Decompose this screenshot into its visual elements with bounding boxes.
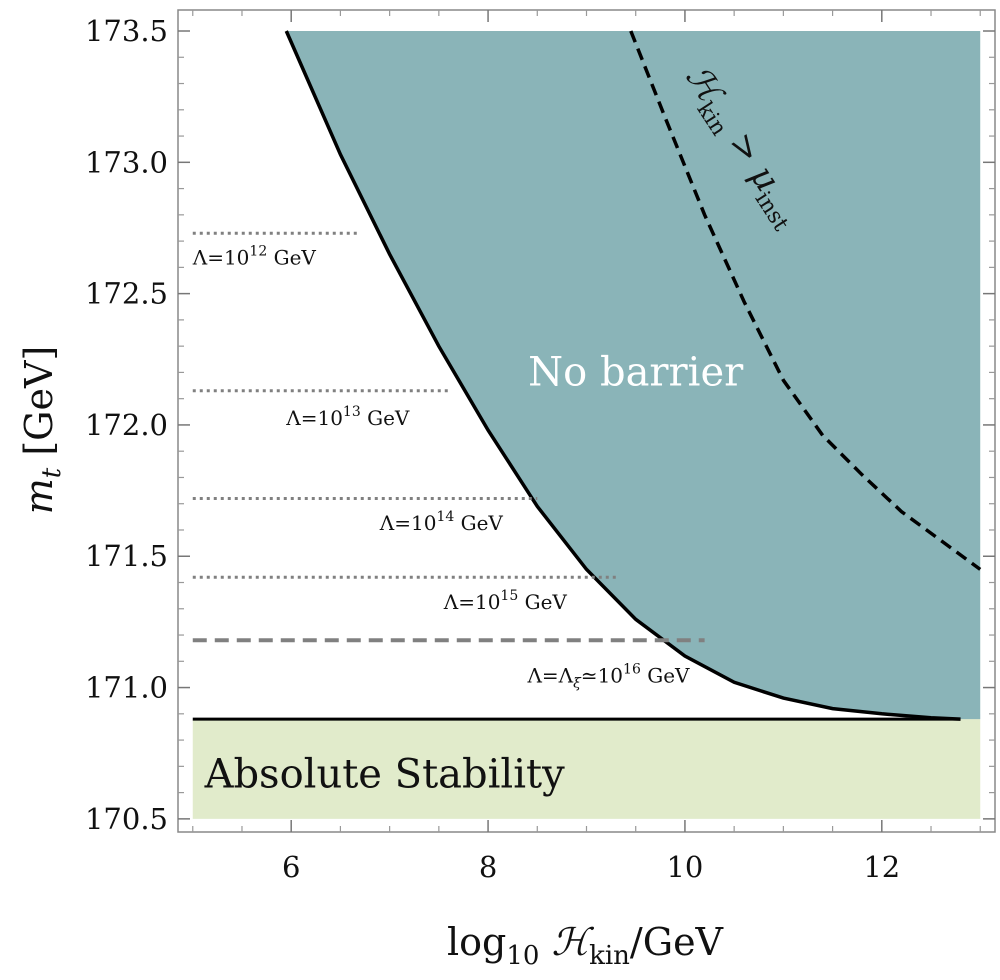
cutoff-label-2: Λ=1014 GeV (379, 509, 504, 535)
no-barrier-boundary-curve (284, 30, 961, 721)
cutoff-label-3-pre: Λ=10 (443, 590, 501, 614)
y-tick-label-0: 170.5 (85, 802, 168, 836)
cutoff-label-4-mid: ≃10 (581, 663, 623, 687)
cutoff-label-0-post: GeV (267, 246, 316, 270)
y-tick-label-6: 173.5 (85, 14, 168, 48)
x-axis-label-suffix: /GeV (630, 920, 724, 964)
no-barrier-label: No barrier (528, 350, 744, 396)
cutoff-label-3-post: GeV (518, 590, 567, 614)
cutoff-label-2-pre: Λ=10 (379, 511, 437, 535)
cutoff-label-2-exp: 14 (436, 509, 454, 525)
cutoff-label-0-pre: Λ=10 (192, 246, 250, 270)
y-axis-label-sub: t (37, 467, 67, 478)
cutoff-label-4-sub: ξ (573, 675, 582, 691)
x-axis-label-sub: 10 (506, 941, 539, 971)
y-tick-label-3: 172.0 (85, 408, 168, 442)
cutoff-label-4: Λ=Λξ≃1016 GeV (526, 661, 690, 691)
y-tick-label-5: 173.0 (85, 145, 168, 179)
cutoff-label-1-exp: 13 (343, 404, 361, 420)
absolute-stability-region (192, 719, 981, 819)
y-axis-label-main: m (17, 478, 61, 514)
cutoff-label-1: Λ=1013 GeV (285, 404, 410, 430)
cutoff-label-0-exp: 12 (249, 244, 267, 260)
x-axis-label-prefix: log (447, 920, 506, 964)
x-axis-label-main: ℋ (539, 920, 594, 964)
y-axis-label: mt [GeV] (17, 346, 67, 515)
cutoff-label-4-exp: 16 (623, 661, 641, 677)
absolute-stability-label: Absolute Stability (204, 751, 566, 797)
y-tick-label-2: 171.5 (85, 539, 168, 573)
x-tick-label-3: 12 (863, 850, 900, 884)
cutoff-label-0: Λ=1012 GeV (192, 244, 317, 270)
no-barrier-region (286, 31, 981, 720)
x-axis-label: log10 ℋkin/GeV (447, 920, 724, 971)
y-tick-label-1: 171.0 (85, 671, 168, 705)
cutoff-label-1-pre: Λ=10 (285, 406, 343, 430)
y-tick-label-4: 172.5 (85, 277, 168, 311)
x-axis-label-sub2: kin (589, 941, 630, 971)
cutoff-label-3: Λ=1015 GeV (443, 588, 568, 614)
cutoff-label-4-pre: Λ=Λ (526, 663, 573, 687)
cutoff-label-2-post: GeV (454, 511, 503, 535)
x-tick-label-0: 6 (282, 850, 300, 884)
x-tick-label-1: 8 (479, 850, 497, 884)
y-axis-label-suffix: [GeV] (17, 346, 61, 468)
x-tick-label-2: 10 (666, 850, 703, 884)
cutoff-label-1-post: GeV (361, 406, 410, 430)
cutoff-label-3-exp: 15 (500, 588, 518, 604)
cutoff-label-4-post: GeV (641, 663, 690, 687)
